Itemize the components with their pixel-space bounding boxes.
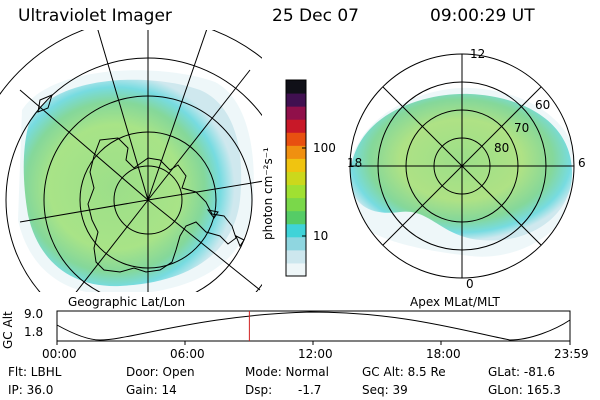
left-aurora-image: [23, 79, 242, 287]
colorbar-frame: [285, 79, 307, 277]
timeline-y-tick-low: 1.8: [24, 325, 44, 339]
colorbar-segment: [286, 119, 306, 133]
colorbar-segment: [286, 223, 306, 238]
time-label: 09:00:29 UT: [430, 6, 535, 26]
colorbar-segment: [286, 93, 306, 107]
info-ip: IP: 36.0: [8, 383, 54, 397]
mlat-ring-80: 80: [494, 141, 510, 155]
mlt-label-0: 0: [466, 277, 474, 291]
coastline: [87, 137, 237, 273]
magnetic-map: [349, 53, 575, 279]
altitude-curve: [56, 311, 571, 341]
timeline-y-tick-high: 9.0: [24, 307, 44, 321]
info-seq: Seq: 39: [362, 383, 408, 397]
colorbar-segment: [286, 236, 306, 251]
coastline-outer: [37, 94, 245, 248]
colorbar-segment: [286, 145, 306, 159]
timeline-x-tick-0: 00:00: [42, 347, 77, 361]
info-gain: Gain: 14: [126, 383, 177, 397]
right-map-label: Apex MLat/MLT: [410, 295, 500, 309]
info-dsp-value: -1.7: [298, 383, 322, 397]
colorbar-segment: [286, 184, 306, 199]
colorbar-tick-100: 100: [313, 141, 336, 155]
colorbar-segment: [286, 210, 306, 225]
info-glon: GLon: 165.3: [488, 383, 561, 397]
info-filter: Flt: LBHL: [8, 365, 62, 379]
info-mode: Mode: Normal: [245, 365, 329, 379]
info-door: Door: Open: [126, 365, 195, 379]
timeline-x-tick-3: 18:00: [426, 347, 461, 361]
mlt-label-18: 18: [347, 156, 363, 170]
colorbar-segment: [286, 249, 306, 264]
timeline-x-tick-4: 23:59: [554, 347, 589, 361]
colorbar-unit-label: photon cm⁻²s⁻¹: [261, 147, 275, 240]
geographic-map: [0, 30, 262, 292]
colorbar-segment: [286, 106, 306, 120]
colorbar: [285, 79, 307, 277]
colorbar-segment: [286, 262, 306, 277]
info-dsp-label: Dsp:: [245, 383, 273, 397]
left-map-label: Geographic Lat/Lon: [68, 295, 186, 309]
timeline-x-tick-1: 06:00: [170, 347, 205, 361]
colorbar-segment: [286, 171, 306, 186]
timeline-plot: [56, 310, 571, 345]
info-gc-alt: GC Alt: 8.5 Re: [362, 365, 446, 379]
timeline-x-tick-2: 12:00: [298, 347, 333, 361]
colorbar-segment: [286, 197, 306, 212]
mlt-label-6: 6: [578, 156, 586, 170]
info-glat: GLat: -81.6: [488, 365, 555, 379]
colorbar-tick-10: 10: [313, 229, 329, 243]
colorbar-segment: [286, 80, 306, 94]
timeline-y-label: GC Alt: [1, 311, 15, 349]
date-label: 25 Dec 07: [272, 6, 359, 26]
mlt-label-12: 12: [470, 47, 486, 61]
colorbar-segment: [286, 132, 306, 146]
left-aurora-haze: [18, 70, 254, 292]
instrument-title: Ultraviolet Imager: [18, 6, 172, 26]
mlat-ring-70: 70: [514, 121, 530, 135]
colorbar-segment: [286, 158, 306, 172]
mlat-ring-60: 60: [535, 98, 551, 112]
